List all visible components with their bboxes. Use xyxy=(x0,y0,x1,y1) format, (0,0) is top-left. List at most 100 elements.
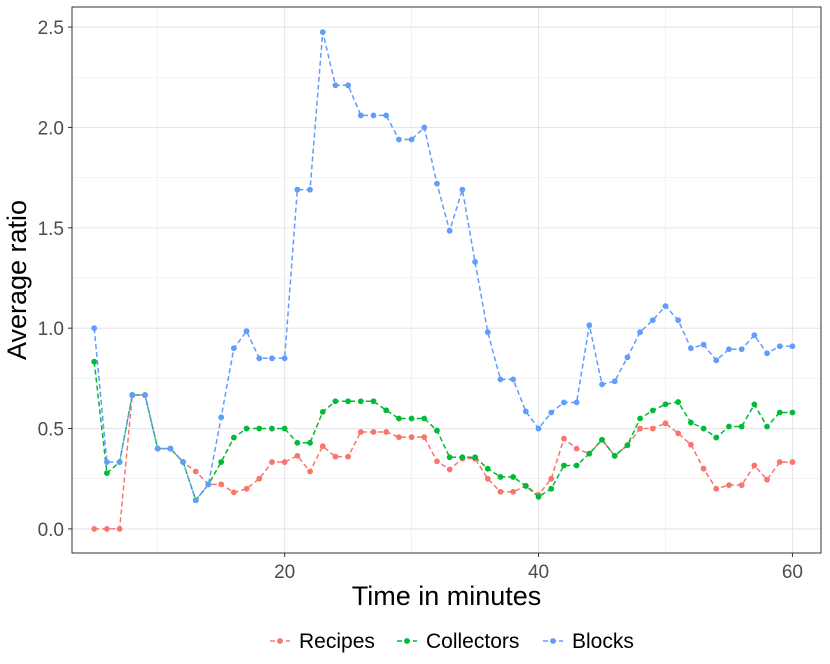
data-point-recipes xyxy=(230,489,237,496)
data-point-collectors xyxy=(281,425,288,432)
series-layer xyxy=(91,29,796,532)
data-point-recipes xyxy=(675,430,682,437)
data-point-blocks xyxy=(116,459,123,465)
data-point-collectors xyxy=(764,423,770,430)
data-point-recipes xyxy=(434,458,440,465)
data-point-blocks xyxy=(370,112,377,119)
data-point-collectors xyxy=(408,415,415,422)
data-point-recipes xyxy=(738,482,745,489)
legend-label: Recipes xyxy=(299,630,375,653)
data-point-recipes xyxy=(319,443,326,450)
data-point-blocks xyxy=(611,378,618,385)
y-tick-label: 0.0 xyxy=(38,520,64,541)
data-point-recipes xyxy=(789,459,796,465)
data-point-collectors xyxy=(548,485,555,492)
data-point-recipes xyxy=(345,453,352,460)
y-tick-label: 1.0 xyxy=(38,319,64,340)
data-point-blocks xyxy=(510,376,517,383)
data-point-blocks xyxy=(281,355,288,362)
data-point-collectors xyxy=(218,459,225,465)
y-tick-label: 1.5 xyxy=(38,219,64,240)
data-point-recipes xyxy=(687,441,694,448)
data-point-blocks xyxy=(446,227,453,234)
data-point-blocks xyxy=(522,408,529,415)
data-point-blocks xyxy=(472,259,478,265)
data-point-blocks xyxy=(180,459,186,465)
data-point-blocks xyxy=(167,445,174,452)
data-point-recipes xyxy=(484,475,491,482)
data-point-collectors xyxy=(446,454,453,461)
data-point-recipes xyxy=(243,485,250,492)
data-point-recipes xyxy=(446,466,453,473)
data-point-blocks xyxy=(649,317,656,324)
data-point-collectors xyxy=(687,419,694,426)
data-point-blocks xyxy=(484,329,491,336)
data-point-blocks xyxy=(459,186,466,193)
y-tick-label: 2.5 xyxy=(38,18,64,39)
data-point-blocks xyxy=(91,325,98,332)
data-point-blocks xyxy=(256,355,263,362)
data-point-collectors xyxy=(497,474,504,480)
data-point-collectors xyxy=(675,399,682,405)
data-point-recipes xyxy=(307,468,313,475)
data-point-recipes xyxy=(726,482,732,489)
data-point-blocks xyxy=(243,328,250,335)
data-point-blocks xyxy=(357,112,364,119)
data-point-blocks xyxy=(751,332,758,339)
data-point-recipes xyxy=(764,476,770,483)
plot-border xyxy=(71,6,822,554)
data-point-collectors xyxy=(345,398,352,405)
data-point-blocks xyxy=(192,497,199,504)
data-point-blocks xyxy=(104,459,110,465)
legend-label: Collectors xyxy=(426,630,519,653)
data-point-collectors xyxy=(332,398,339,405)
data-point-collectors xyxy=(472,454,478,461)
data-point-collectors xyxy=(713,434,720,441)
data-point-collectors xyxy=(751,401,758,408)
data-point-collectors xyxy=(269,425,275,432)
data-point-recipes xyxy=(421,434,428,441)
data-point-blocks xyxy=(738,346,745,353)
data-point-blocks xyxy=(700,341,707,348)
legend-key-point xyxy=(277,638,283,644)
y-tick-label: 0.5 xyxy=(38,420,64,441)
data-point-collectors xyxy=(624,442,631,449)
data-point-recipes xyxy=(281,459,288,465)
data-point-collectors xyxy=(484,465,491,472)
data-point-blocks xyxy=(573,399,580,406)
data-point-collectors xyxy=(738,423,745,430)
legend-item-recipes: Recipes xyxy=(270,630,375,653)
axis-ticks: 20 40 60 0.0 0.5 1.0 1.5 2.0 2.5 xyxy=(38,18,803,583)
data-point-blocks xyxy=(408,136,415,143)
data-point-blocks xyxy=(319,29,326,35)
data-point-collectors xyxy=(776,409,783,416)
data-point-collectors xyxy=(256,425,263,432)
data-point-blocks xyxy=(776,343,783,350)
data-point-blocks xyxy=(395,136,402,143)
data-point-collectors xyxy=(421,415,428,422)
data-point-recipes xyxy=(256,475,263,482)
data-point-blocks xyxy=(561,399,567,406)
data-point-blocks xyxy=(345,82,352,89)
y-axis-title: Average ratio xyxy=(2,200,32,360)
data-point-recipes xyxy=(776,459,783,465)
data-point-blocks xyxy=(637,329,643,336)
data-point-recipes xyxy=(91,526,98,532)
data-point-collectors xyxy=(307,439,313,446)
data-point-blocks xyxy=(230,345,237,352)
data-point-blocks xyxy=(726,346,732,353)
data-point-collectors xyxy=(510,474,517,480)
data-point-collectors xyxy=(599,436,605,443)
data-point-collectors xyxy=(243,425,250,432)
data-point-blocks xyxy=(599,381,605,388)
series-line-blocks xyxy=(93,31,793,502)
data-point-blocks xyxy=(713,357,720,364)
data-point-blocks xyxy=(421,124,428,131)
data-point-recipes xyxy=(573,445,580,452)
data-point-recipes xyxy=(395,434,402,441)
legend-item-collectors: Collectors xyxy=(397,630,519,653)
data-point-blocks xyxy=(434,180,440,187)
data-point-blocks xyxy=(764,350,770,357)
x-tick-label: 60 xyxy=(782,562,803,583)
